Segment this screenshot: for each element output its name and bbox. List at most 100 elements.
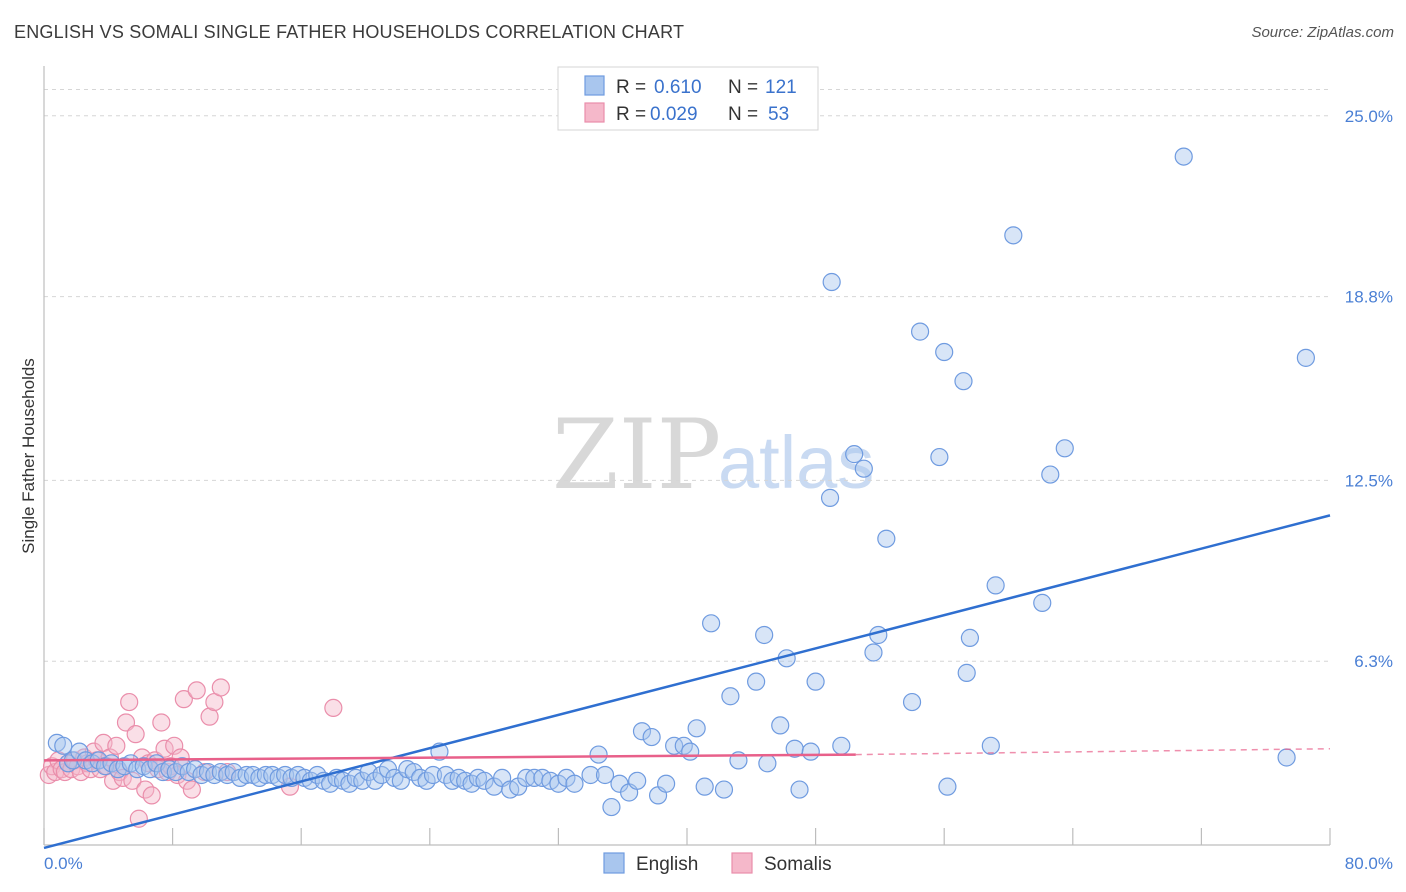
bottom-legend-english-swatch: [603, 852, 625, 874]
somali-trend-line: [43, 753, 856, 762]
somali-point: [187, 681, 206, 700]
source-label: Source: ZipAtlas.com: [1251, 24, 1394, 41]
somali-trend-extension: [855, 747, 1331, 756]
somali-point: [182, 780, 201, 799]
somali-point: [324, 698, 343, 718]
english-point: [1277, 748, 1296, 767]
english-point: [790, 780, 809, 799]
somali-point: [123, 771, 142, 790]
english-point: [938, 777, 957, 796]
english-point: [820, 488, 840, 507]
english-point: [628, 771, 647, 790]
legend-english-n-label: N =: [728, 77, 758, 98]
somali-point: [165, 736, 184, 755]
english-point: [877, 529, 896, 548]
somali-point: [120, 692, 139, 712]
english-point: [981, 736, 1000, 755]
somali-point: [142, 786, 161, 805]
english-point: [1033, 593, 1052, 612]
english-point: [632, 722, 652, 741]
legend-somalis-swatch: [584, 102, 605, 123]
english-point: [902, 692, 922, 712]
english-point: [695, 777, 714, 796]
english-point: [665, 736, 684, 755]
y-tick-label: 12.5%: [1345, 471, 1393, 490]
somali-point: [126, 725, 145, 744]
y-tick-label: 6.3%: [1354, 652, 1393, 671]
legend-somalis-n-value: 53: [768, 104, 789, 125]
correlation-legend: R = 0.610 N = 121 R = 0.029 N = 53: [557, 66, 819, 131]
english-point: [864, 643, 883, 662]
watermark-zip: ZIP: [552, 399, 721, 511]
english-point: [1055, 439, 1074, 458]
english-point: [935, 342, 954, 362]
english-point: [930, 447, 949, 467]
bottom-legend-english-label: English: [636, 854, 698, 875]
english-point: [957, 663, 976, 682]
legend-somalis-n-label: N =: [728, 104, 758, 125]
english-point: [954, 372, 973, 391]
english-point: [822, 272, 841, 292]
english-point: [681, 742, 700, 761]
y-tick-label: 25.0%: [1345, 107, 1393, 126]
english-point: [1004, 226, 1023, 245]
english-point: [602, 797, 621, 817]
english-point: [702, 614, 721, 633]
somali-point: [174, 690, 193, 709]
legend-english-n-value: 121: [765, 77, 797, 98]
watermark-atlas: atlas: [718, 421, 874, 504]
english-point: [771, 716, 790, 735]
english-point: [721, 687, 740, 706]
english-point: [986, 576, 1005, 595]
english-point: [657, 774, 676, 793]
bottom-legend-somalis-swatch: [731, 852, 753, 874]
english-point: [391, 771, 410, 790]
english-point: [595, 765, 615, 785]
trend-lines: [43, 514, 1331, 850]
english-point: [806, 672, 825, 691]
english-point: [589, 745, 608, 764]
english-point: [758, 754, 777, 773]
english-point: [1296, 348, 1315, 367]
legend-somalis-r-value: 0.029: [650, 104, 698, 125]
series-legend: English Somalis: [603, 852, 832, 875]
english-point: [565, 774, 584, 793]
legend-somalis-r-label: R =: [616, 104, 646, 125]
english-point: [423, 765, 443, 785]
english-point: [755, 625, 774, 645]
english-point: [1174, 147, 1193, 166]
english-point: [747, 672, 766, 691]
english-point: [854, 459, 873, 478]
english-point: [54, 736, 73, 755]
somali-point: [116, 713, 136, 732]
somali-point: [152, 713, 171, 732]
english-point: [642, 727, 661, 747]
english-point: [581, 765, 600, 785]
axes: 0.0% 80.0%: [43, 66, 1393, 873]
grid: 6.3% 12.5% 18.8% 25.0%: [44, 89, 1393, 671]
english-point: [687, 719, 706, 738]
english-point: [832, 736, 851, 755]
bottom-legend-somalis-label: Somalis: [764, 854, 832, 875]
somali-point: [200, 707, 219, 726]
somali-point: [107, 736, 126, 755]
x-tick-label: 0.0%: [44, 854, 83, 873]
legend-english-swatch: [584, 75, 605, 96]
english-point: [960, 628, 980, 647]
y-axis-label: Single Father Households: [19, 358, 38, 554]
chart-title: ENGLISH VS SOMALI SINGLE FATHER HOUSEHOL…: [14, 22, 685, 42]
english-point: [845, 445, 864, 464]
english-point: [801, 742, 820, 761]
english-point: [1041, 465, 1060, 484]
somali-point: [211, 678, 230, 697]
y-tick-label: 18.8%: [1345, 288, 1393, 307]
english-trend-line: [43, 514, 1331, 850]
legend-english-r-value: 0.610: [654, 77, 702, 98]
english-point: [714, 780, 734, 799]
legend-english-r-label: R =: [616, 77, 646, 98]
english-point: [475, 771, 494, 790]
x-tick-label: 80.0%: [1345, 854, 1393, 873]
english-points: [47, 147, 1315, 817]
english-point: [910, 322, 930, 341]
